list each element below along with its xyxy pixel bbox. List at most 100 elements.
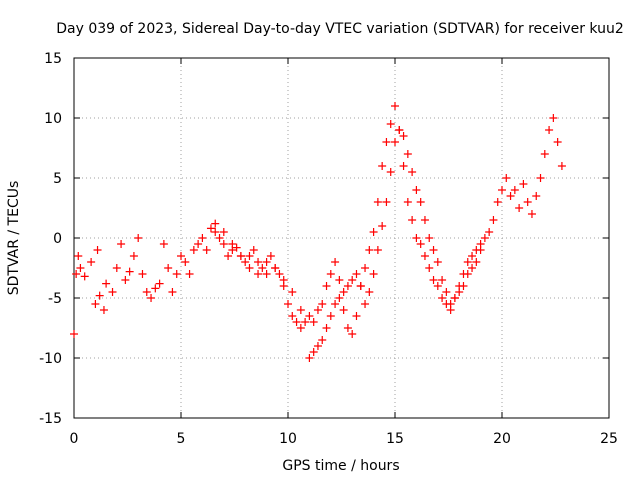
data-point (549, 114, 558, 122)
data-point (348, 276, 357, 284)
data-point (185, 270, 194, 278)
data-point (527, 210, 536, 218)
data-point (403, 198, 412, 206)
data-point (348, 330, 357, 338)
data-point (159, 240, 168, 248)
data-point (245, 264, 254, 272)
data-point (326, 312, 335, 320)
data-point (416, 198, 425, 206)
data-point (433, 258, 442, 266)
data-point (138, 270, 147, 278)
data-point (476, 246, 485, 254)
data-point (523, 198, 532, 206)
y-tick-label: 15 (44, 51, 62, 67)
y-tick-label: 10 (44, 111, 62, 127)
data-point (459, 282, 468, 290)
data-point (322, 282, 331, 290)
data-point (284, 300, 292, 308)
data-point (147, 294, 156, 302)
data-point (164, 264, 173, 272)
data-point (519, 180, 528, 188)
data-point (151, 284, 160, 293)
data-point (335, 294, 344, 302)
y-axis-label: SDTVAR / TECUs (6, 181, 22, 296)
data-point (254, 270, 263, 278)
data-point (72, 270, 81, 278)
data-point (76, 264, 85, 272)
data-point (498, 186, 506, 194)
data-point (232, 243, 241, 252)
data-point (177, 252, 185, 260)
data-point (339, 306, 348, 314)
data-point (506, 192, 515, 200)
data-point (399, 162, 408, 170)
data-point (365, 288, 374, 296)
data-point (168, 288, 177, 296)
data-point (305, 312, 314, 320)
chart-title: Day 039 of 2023, Sidereal Day-to-day VTE… (56, 21, 624, 37)
data-point (219, 240, 228, 248)
data-point (412, 234, 421, 242)
data-point (279, 276, 288, 284)
data-point (296, 324, 305, 332)
data-point (331, 300, 340, 308)
data-point (296, 306, 305, 314)
x-tick-label: 10 (279, 431, 297, 447)
data-point (463, 258, 472, 266)
data-point (515, 204, 524, 212)
data-point (378, 222, 387, 230)
data-point (391, 102, 399, 110)
data-point (142, 288, 151, 296)
data-point (80, 272, 89, 281)
data-point (361, 300, 370, 308)
data-point (301, 318, 310, 326)
data-point (386, 120, 395, 128)
data-point (206, 224, 215, 233)
data-point (403, 150, 412, 158)
data-point (420, 252, 429, 260)
x-tick-label: 15 (386, 431, 404, 447)
data-point (472, 258, 481, 266)
data-point (468, 264, 477, 272)
data-point (134, 234, 143, 242)
data-point (219, 228, 228, 236)
data-point (93, 246, 102, 254)
data-point (553, 138, 562, 146)
data-point (343, 324, 352, 332)
data-point (540, 150, 549, 158)
data-point (420, 216, 429, 224)
data-point (429, 246, 438, 254)
data-point (356, 282, 365, 290)
data-point (438, 294, 447, 302)
data-point (108, 288, 117, 296)
data-point (446, 300, 455, 308)
data-point (536, 174, 545, 182)
series-kuu2 (70, 102, 566, 338)
data-point (102, 279, 111, 288)
data-point (202, 246, 211, 254)
y-tick-label: 0 (53, 231, 62, 247)
data-point (408, 216, 417, 224)
data-point (266, 252, 275, 260)
data-point (412, 186, 421, 194)
data-point (129, 252, 138, 260)
data-point (382, 198, 391, 206)
data-point (369, 270, 378, 278)
data-point (236, 252, 245, 260)
data-point (429, 276, 438, 284)
data-point (121, 276, 130, 284)
data-point (408, 168, 417, 176)
data-point (194, 240, 203, 248)
data-point (313, 342, 322, 350)
data-point (369, 228, 378, 236)
data-point (318, 300, 327, 308)
data-point (262, 258, 271, 266)
data-point (117, 240, 126, 248)
data-point (125, 267, 134, 276)
data-point (87, 258, 96, 266)
data-point (271, 264, 280, 272)
data-point (365, 246, 374, 254)
data-point (258, 264, 267, 272)
data-point (463, 270, 472, 278)
